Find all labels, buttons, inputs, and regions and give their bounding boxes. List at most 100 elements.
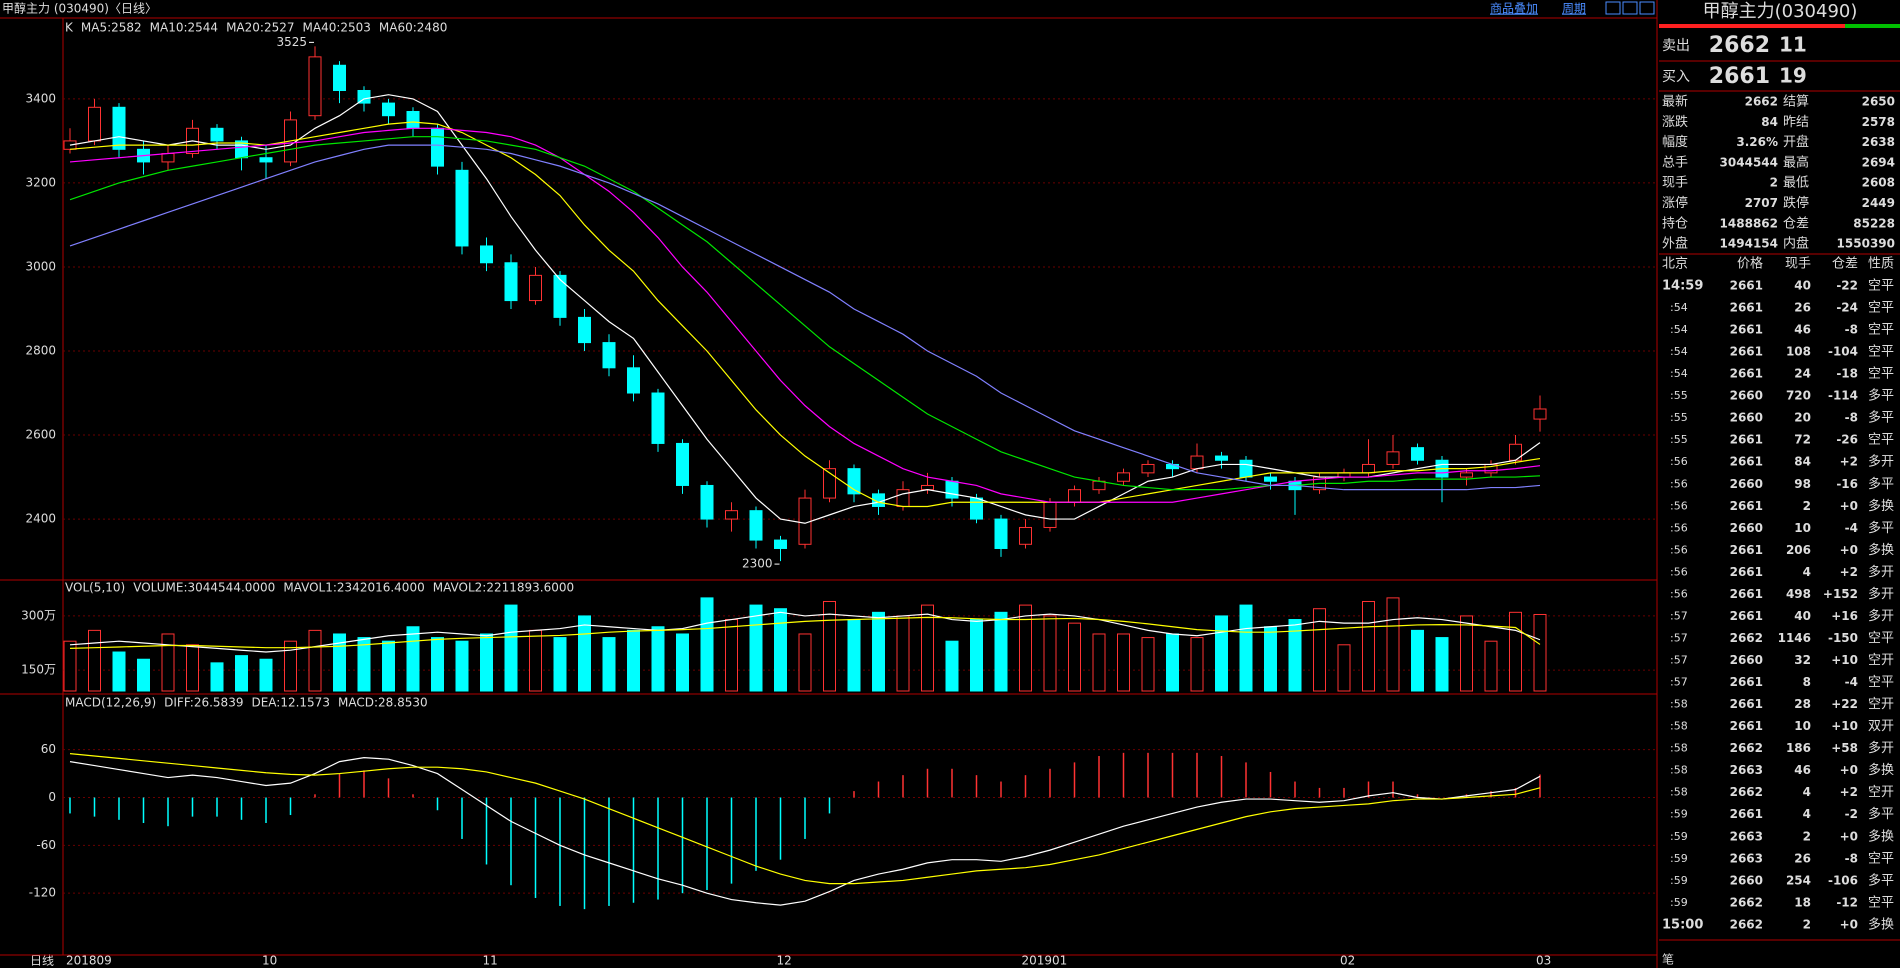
- tick-price: 2661: [1730, 587, 1763, 601]
- quote-footer: 笔: [1662, 952, 1674, 967]
- quote-value: 1494154: [1720, 237, 1778, 251]
- tick-oi-change: -8: [1845, 323, 1858, 337]
- candle-body: [259, 157, 273, 163]
- tick-oi-change: +152: [1823, 587, 1858, 601]
- tick-price: 2661: [1730, 499, 1763, 513]
- quote-value: 2608: [1862, 176, 1895, 190]
- candle-body: [333, 64, 346, 91]
- tick-oi-change: -104: [1828, 345, 1858, 359]
- tick-price: 2661: [1730, 345, 1763, 359]
- volume-bar: [651, 626, 665, 692]
- volume-bar: [1411, 629, 1424, 692]
- tick-time: :56: [1670, 565, 1688, 578]
- panel-title: VOL(5,10): [65, 581, 125, 595]
- tick-nature: 多开: [1868, 586, 1894, 602]
- candle-body: [970, 497, 983, 520]
- tick-price: 2661: [1730, 279, 1763, 293]
- x-tick-label: 02: [1340, 954, 1355, 968]
- close-button[interactable]: [1639, 1, 1655, 15]
- candle-body: [210, 127, 224, 142]
- candle-body: [1239, 459, 1253, 478]
- tick-time: :55: [1670, 433, 1688, 446]
- y-tick-label: -120: [29, 886, 56, 900]
- tick-price: 2661: [1730, 301, 1763, 315]
- tick-oi-change: -8: [1845, 411, 1858, 425]
- volume-bar: [137, 658, 150, 692]
- volume-bar: [308, 629, 322, 692]
- volume-bar: [1386, 597, 1400, 692]
- x-tick-label: 201809: [66, 954, 112, 968]
- tick-oi-change: +10: [1831, 653, 1858, 667]
- volume-bar: [1190, 637, 1204, 692]
- tick-nature: 多平: [1868, 388, 1894, 404]
- tick-oi-change: +0: [1840, 829, 1858, 843]
- tick-time: :56: [1670, 543, 1688, 556]
- tick-oi-change: +2: [1840, 565, 1858, 579]
- candle-body: [1337, 472, 1351, 478]
- quote-value: 2449: [1862, 196, 1895, 210]
- tick-nature: 空平: [1868, 895, 1894, 910]
- tick-nature: 空开: [1868, 785, 1894, 800]
- candle-body: [1460, 472, 1473, 478]
- period-button[interactable]: 周期: [1562, 2, 1586, 16]
- overlay-button[interactable]: 商品叠加: [1490, 1, 1538, 16]
- volume-bar: [1509, 611, 1522, 692]
- candle-body: [1190, 455, 1204, 470]
- volume-bar: [1092, 633, 1106, 692]
- sell-price: 2662: [1709, 33, 1770, 58]
- volume-bar: [1337, 644, 1351, 692]
- tick-time: :57: [1670, 654, 1688, 667]
- tick-oi-change: +58: [1831, 741, 1858, 755]
- tick-price: 2660: [1730, 521, 1763, 535]
- volume-bar: [1435, 637, 1449, 692]
- x-tick-label: 201901: [1022, 954, 1068, 968]
- buy-label: 买入: [1662, 69, 1690, 85]
- tick-price: 2661: [1730, 323, 1763, 337]
- candle-body: [431, 127, 444, 167]
- candle-body: [994, 518, 1008, 549]
- volume-bar: [1460, 615, 1473, 692]
- tick-oi-change: +10: [1831, 719, 1858, 733]
- zoom-button[interactable]: [1605, 1, 1621, 15]
- volume-bar: [382, 640, 395, 692]
- tick-volume: 26: [1794, 301, 1811, 315]
- tick-nature: 空平: [1868, 675, 1894, 690]
- quote-value: 2707: [1745, 196, 1778, 210]
- tick-nature: 多换: [1868, 916, 1894, 932]
- indicator-line: [69, 616, 1541, 650]
- volume-bar: [1141, 637, 1155, 692]
- tick-nature: 空平: [1868, 631, 1894, 646]
- y-tick-label: -60: [36, 838, 56, 852]
- volume-bar: [480, 633, 493, 692]
- volume-bar: [1533, 613, 1547, 692]
- x-tick-label: 03: [1536, 954, 1551, 968]
- tick-nature: 空平: [1868, 279, 1894, 294]
- quote-title: 甲醇主力(030490): [1703, 1, 1858, 22]
- tick-volume: 4: [1803, 807, 1811, 821]
- tick-oi-change: +0: [1840, 543, 1858, 557]
- tick-nature: 多平: [1868, 872, 1894, 888]
- tick-oi-change: -24: [1836, 301, 1858, 315]
- indicator-line: [69, 127, 1541, 503]
- sell-label: 卖出: [1662, 38, 1690, 54]
- tick-volume: 10: [1794, 719, 1811, 733]
- candle-body: [1264, 476, 1277, 482]
- candle-body: [725, 510, 738, 520]
- tick-volume: 8: [1803, 675, 1811, 689]
- tick-nature: 多换: [1868, 542, 1894, 558]
- panel-subtitle: VOLUME:3044544.0000: [133, 581, 275, 595]
- tick-oi-change: +22: [1831, 697, 1858, 711]
- tick-price: 2661: [1730, 433, 1763, 447]
- candle-body: [823, 468, 836, 499]
- zoom-button[interactable]: [1622, 1, 1638, 15]
- volume-bar: [455, 640, 469, 692]
- tick-nature: 双开: [1868, 719, 1894, 734]
- tick-time: :54: [1670, 345, 1688, 358]
- candle-body: [627, 367, 640, 394]
- tick-volume: 46: [1794, 323, 1811, 337]
- candle-body: [1141, 463, 1155, 474]
- candle-body: [455, 169, 469, 247]
- legend-entry: MACD:28.8530: [338, 696, 428, 710]
- tick-price: 2660: [1730, 477, 1763, 491]
- tick-nature: 空平: [1868, 323, 1894, 338]
